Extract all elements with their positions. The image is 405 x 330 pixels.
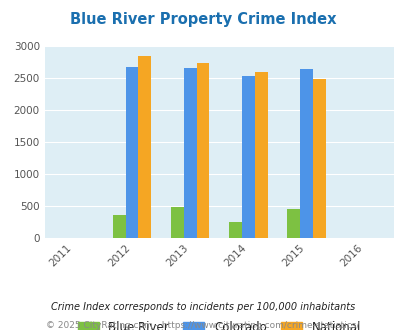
Bar xyxy=(299,69,312,238)
Text: © 2025 CityRating.com - https://www.cityrating.com/crime-statistics/: © 2025 CityRating.com - https://www.city… xyxy=(46,321,359,330)
Bar xyxy=(125,67,138,238)
Bar xyxy=(254,72,267,238)
Text: Blue River Property Crime Index: Blue River Property Crime Index xyxy=(70,12,335,26)
Text: Crime Index corresponds to incidents per 100,000 inhabitants: Crime Index corresponds to incidents per… xyxy=(51,302,354,312)
Bar xyxy=(228,222,241,238)
Bar xyxy=(312,79,325,238)
Bar xyxy=(171,207,183,238)
Legend: Blue River, Colorado, National: Blue River, Colorado, National xyxy=(72,316,365,330)
Bar xyxy=(241,76,254,238)
Bar xyxy=(287,209,299,238)
Bar xyxy=(196,63,209,238)
Bar xyxy=(138,56,151,238)
Bar xyxy=(183,68,196,238)
Bar xyxy=(113,215,125,238)
